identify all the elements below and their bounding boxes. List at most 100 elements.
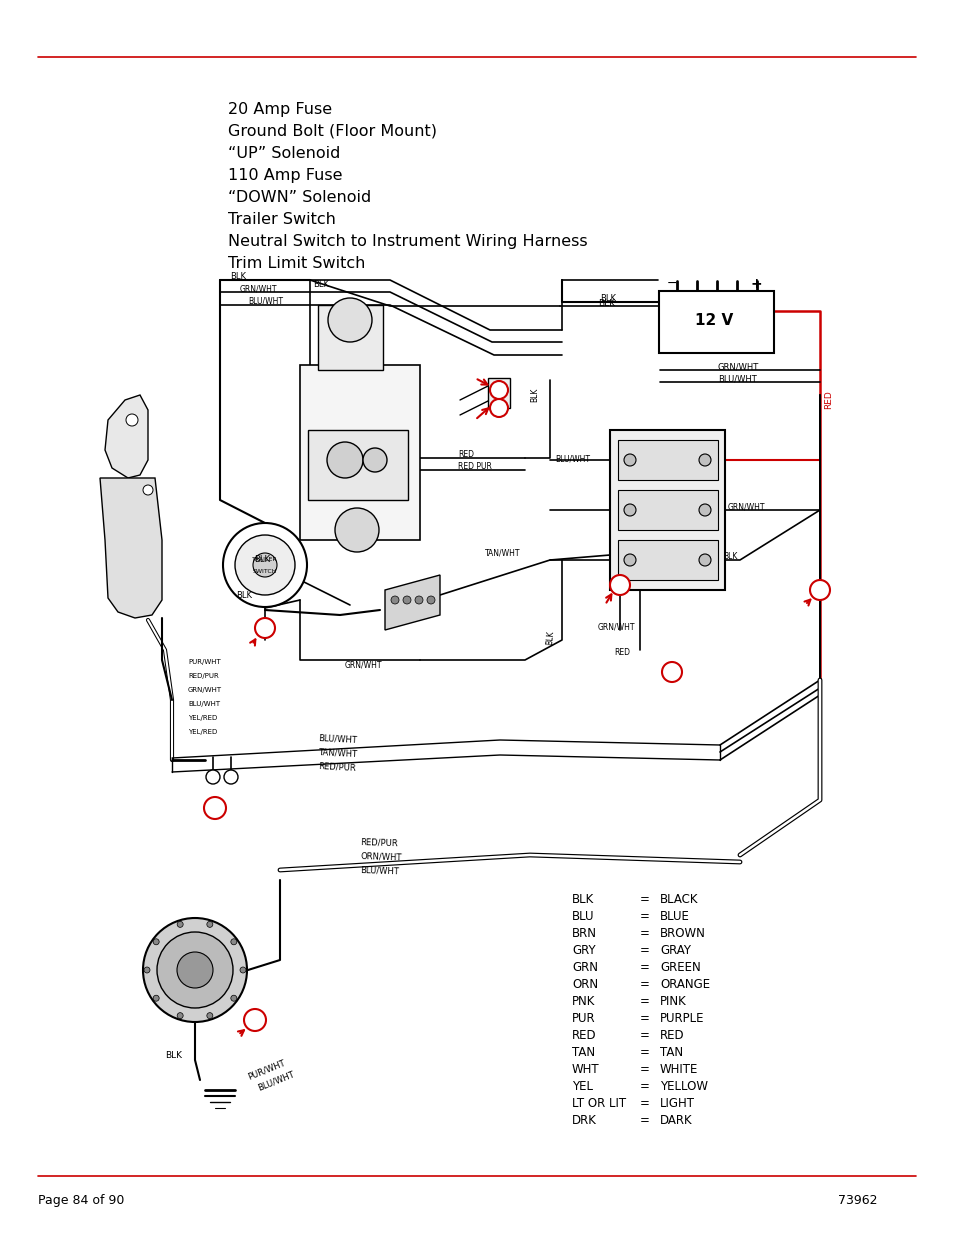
Bar (488, 378, 510, 408)
Text: BLK: BLK (253, 556, 270, 564)
Text: PUR/WHT: PUR/WHT (188, 659, 220, 664)
Text: BLACK: BLACK (659, 893, 698, 906)
Text: BLU/WHT: BLU/WHT (555, 454, 589, 463)
Text: =: = (639, 961, 649, 974)
Text: =: = (639, 910, 649, 923)
Text: BLK: BLK (235, 590, 252, 599)
Circle shape (206, 769, 220, 784)
Text: =: = (639, 1079, 649, 1093)
Text: WHT: WHT (572, 1063, 599, 1076)
Text: =: = (639, 978, 649, 990)
Text: YEL: YEL (572, 1079, 593, 1093)
Bar (308, 430, 408, 500)
Text: =: = (639, 944, 649, 957)
Circle shape (335, 508, 378, 552)
Text: BLU/WHT: BLU/WHT (718, 374, 756, 383)
Text: BLU/WHT: BLU/WHT (248, 296, 283, 305)
Circle shape (231, 995, 236, 1002)
Text: Page 84 of 90: Page 84 of 90 (38, 1194, 124, 1207)
Text: BLUE: BLUE (659, 910, 689, 923)
Text: Ground Bolt (Floor Mount): Ground Bolt (Floor Mount) (228, 124, 436, 140)
Circle shape (157, 932, 233, 1008)
Text: BLU/WHT: BLU/WHT (359, 866, 398, 877)
Text: 12 V: 12 V (695, 312, 733, 329)
Text: DARK: DARK (659, 1114, 692, 1128)
Circle shape (402, 597, 411, 604)
Circle shape (240, 967, 246, 973)
Text: Trailer Switch: Trailer Switch (228, 212, 335, 227)
Text: 20 Amp Fuse: 20 Amp Fuse (228, 103, 332, 117)
Circle shape (623, 555, 636, 566)
Text: TAN/WHT: TAN/WHT (484, 548, 520, 557)
Text: BLU/WHT: BLU/WHT (188, 701, 220, 706)
Text: RED/PUR: RED/PUR (359, 839, 397, 848)
Text: TAN: TAN (659, 1046, 682, 1058)
Text: BLK: BLK (544, 630, 555, 645)
Circle shape (491, 400, 506, 416)
Circle shape (144, 967, 150, 973)
Text: =: = (639, 1097, 649, 1110)
Circle shape (223, 522, 307, 606)
Bar (609, 430, 724, 590)
Circle shape (661, 662, 681, 682)
Text: ORANGE: ORANGE (659, 978, 709, 990)
Text: −: − (666, 277, 677, 290)
Text: GRN/WHT: GRN/WHT (727, 501, 764, 511)
Circle shape (391, 597, 398, 604)
Text: BROWN: BROWN (659, 927, 705, 940)
Bar (618, 440, 718, 480)
Text: BLK: BLK (723, 552, 738, 561)
Circle shape (427, 597, 435, 604)
Text: GRY: GRY (572, 944, 595, 957)
Text: RED/PUR: RED/PUR (317, 762, 355, 773)
Text: =: = (639, 1046, 649, 1058)
Text: YELLOW: YELLOW (659, 1079, 707, 1093)
Text: GRN/WHT: GRN/WHT (598, 622, 635, 631)
Text: Trim Limit Switch: Trim Limit Switch (228, 256, 365, 270)
Text: BLU/WHT: BLU/WHT (317, 734, 356, 745)
Text: DRK: DRK (572, 1114, 597, 1128)
Circle shape (143, 918, 247, 1023)
Polygon shape (100, 478, 162, 618)
Circle shape (363, 448, 387, 472)
Text: RED/PUR: RED/PUR (188, 673, 218, 679)
Text: LT OR LIT: LT OR LIT (572, 1097, 625, 1110)
Text: ORN/WHT: ORN/WHT (359, 852, 401, 862)
Text: “DOWN” Solenoid: “DOWN” Solenoid (228, 190, 371, 205)
Polygon shape (105, 395, 148, 478)
Text: YEL/RED: YEL/RED (188, 715, 217, 721)
Text: PINK: PINK (659, 995, 686, 1008)
Circle shape (207, 921, 213, 927)
Text: GRN/WHT: GRN/WHT (240, 284, 277, 293)
Text: RED: RED (614, 648, 629, 657)
Bar (317, 305, 382, 370)
Text: BLK: BLK (598, 299, 615, 308)
Bar (618, 490, 718, 530)
Text: =: = (639, 1029, 649, 1042)
Text: GREEN: GREEN (659, 961, 700, 974)
Circle shape (327, 442, 363, 478)
Text: =: = (639, 927, 649, 940)
Circle shape (699, 504, 710, 516)
Circle shape (623, 504, 636, 516)
Circle shape (491, 382, 506, 398)
Text: LIGHT: LIGHT (659, 1097, 695, 1110)
Circle shape (699, 555, 710, 566)
Text: RED: RED (457, 450, 474, 459)
Text: PURPLE: PURPLE (659, 1011, 703, 1025)
Text: BLK: BLK (572, 893, 594, 906)
Circle shape (177, 921, 183, 927)
Text: GRN/WHT: GRN/WHT (718, 362, 759, 370)
Text: =: = (639, 1063, 649, 1076)
Text: =: = (639, 1011, 649, 1025)
Text: BLK: BLK (230, 272, 246, 282)
Circle shape (609, 576, 629, 595)
Circle shape (809, 580, 829, 600)
Text: +: + (750, 277, 761, 291)
Text: RED: RED (823, 390, 832, 409)
Text: TRAILER: TRAILER (252, 557, 277, 562)
Circle shape (699, 454, 710, 466)
Circle shape (126, 414, 138, 426)
Text: GRN/WHT: GRN/WHT (345, 659, 382, 669)
Circle shape (231, 939, 236, 945)
